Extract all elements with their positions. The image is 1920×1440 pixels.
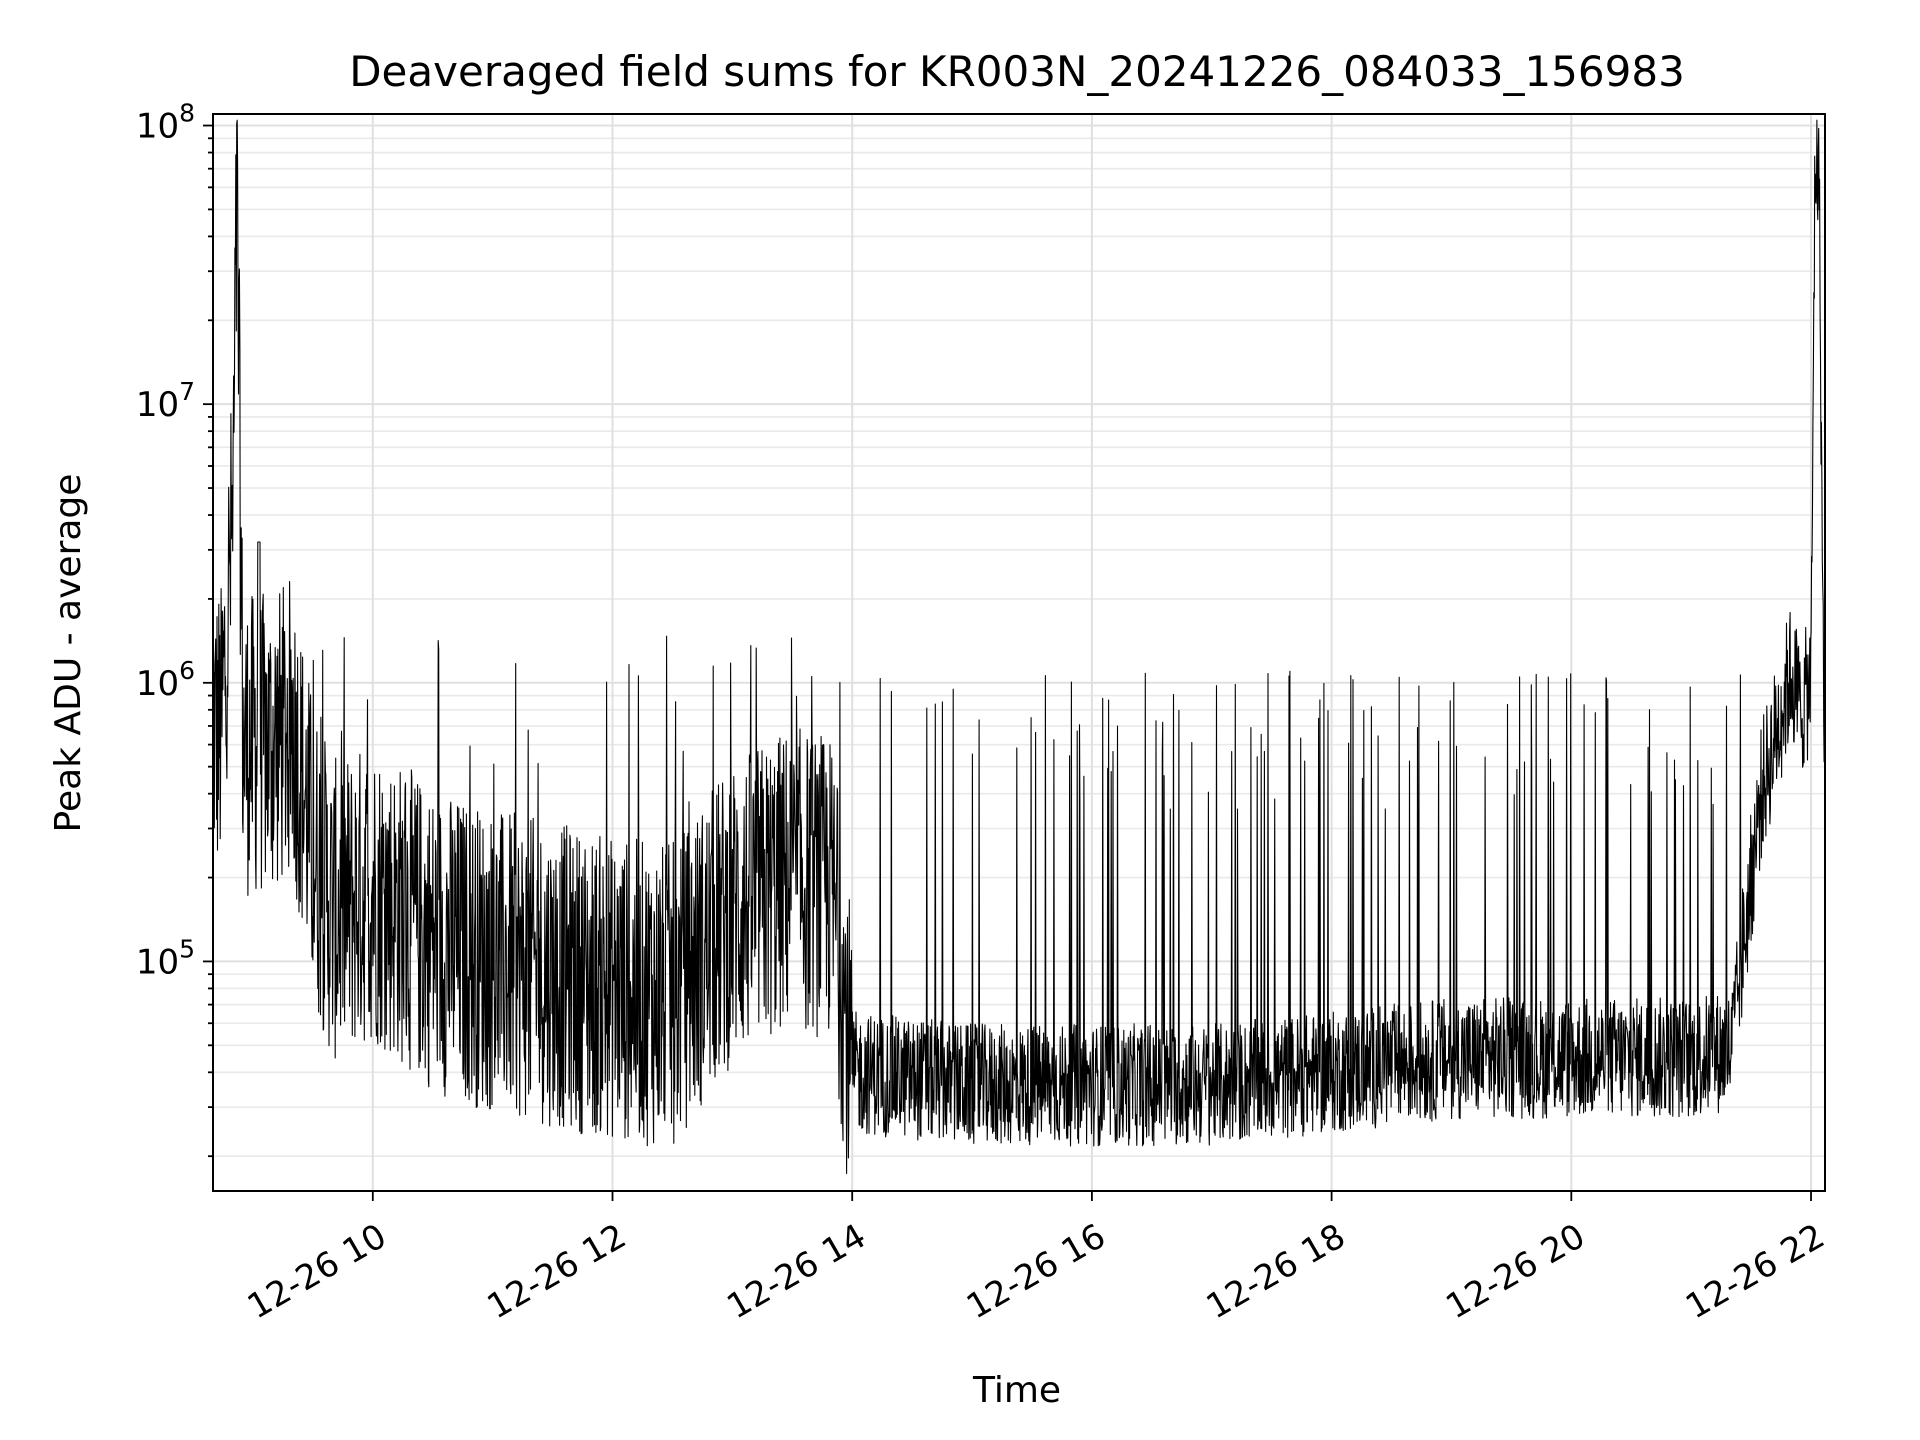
y-axis-label: Peak ADU - average: [48, 474, 89, 833]
y-tick-label: 106: [136, 656, 195, 704]
ticks: [203, 124, 1812, 1201]
x-tick-label: 12-26 16: [960, 1216, 1112, 1327]
y-tick-labels: 105 106 107 108: [136, 99, 195, 983]
y-tick-label: 105: [136, 934, 195, 982]
y-tick-label: 107: [136, 377, 195, 425]
x-tick-label: 12-26 22: [1679, 1216, 1831, 1327]
series-line: [212, 119, 1826, 1175]
x-tick-label: 12-26 12: [481, 1216, 633, 1327]
y-tick-label: 108: [136, 99, 195, 147]
x-tick-label: 12-26 10: [241, 1216, 393, 1327]
x-tick-label: 12-26 14: [720, 1216, 872, 1327]
x-tick-label: 12-26 18: [1200, 1216, 1352, 1327]
x-axis-label: Time: [972, 1370, 1061, 1411]
chart-title: Deaveraged field sums for KR003N_2024122…: [349, 47, 1685, 96]
plot-frame: [212, 113, 1826, 1192]
x-tick-labels: 12-26 10 12-26 12 12-26 14 12-26 16 12-26 18…: [241, 1216, 1832, 1327]
x-tick-label: 12-26 20: [1439, 1216, 1591, 1327]
series-area: [212, 119, 1826, 1175]
